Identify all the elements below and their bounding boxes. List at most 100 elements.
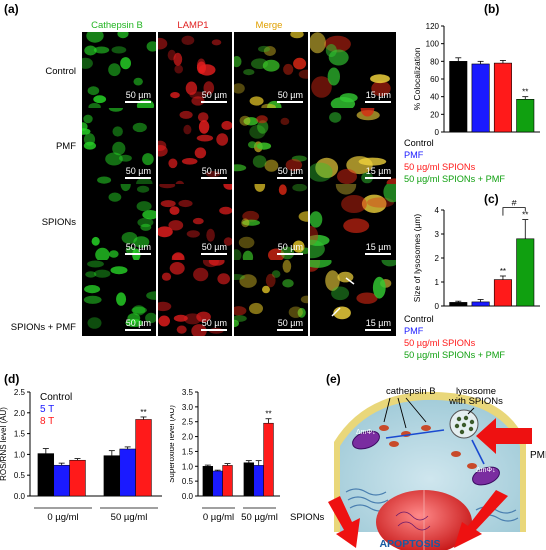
legend-c: Control PMF 50 µg/ml SPIONs 50 µg/ml SPI… [404, 314, 546, 366]
cell-spot [252, 155, 267, 168]
cell-spot [256, 115, 268, 124]
cell-spot [197, 112, 209, 122]
cell-spot [234, 306, 247, 316]
bar [53, 464, 70, 497]
cell-spot [242, 250, 254, 260]
scale-bar-label: 50 µm [277, 242, 303, 252]
cell-spot [168, 158, 178, 169]
cell-spot [176, 325, 187, 334]
cell-spot [243, 69, 255, 76]
scale-bar-label: 50 µm [201, 166, 227, 176]
panel-label-d: (d) [4, 372, 20, 386]
cell-spot [292, 184, 307, 192]
lysosome-label-1: lysosome [456, 386, 496, 397]
y-tick-label: 80 [430, 57, 439, 66]
cell-spot [262, 285, 270, 294]
y-tick-label: 120 [426, 22, 440, 31]
cell-spot [251, 58, 268, 69]
scale-bar-line [277, 253, 303, 255]
row-label-spions-pmf: SPIONs + PMF [10, 322, 76, 333]
cell-spot [133, 77, 143, 86]
scale-bar: 15 µm [365, 318, 391, 331]
cell-spot [87, 260, 104, 268]
cell-spot [88, 103, 101, 108]
y-tick-label: 1.5 [14, 430, 26, 439]
cell-spot [83, 114, 93, 124]
cell-spot [140, 223, 152, 231]
cell-spot [325, 270, 340, 291]
bar [263, 422, 274, 497]
y-tick-label: 40 [430, 93, 439, 102]
cell-spot [142, 153, 154, 166]
cell-spot [282, 260, 292, 273]
scale-bar-label: 50 µm [201, 318, 227, 328]
micrograph-control-zoom: 15 µm [310, 32, 396, 108]
cell-spot [105, 152, 123, 166]
cell-spot [341, 195, 367, 213]
scale-bar: 15 µm [365, 90, 391, 103]
cell-spot [248, 141, 257, 149]
scale-bar-line [277, 177, 303, 179]
cell-spot [169, 262, 185, 275]
cell-spot [271, 270, 281, 278]
y-tick-label: 1.0 [182, 462, 194, 471]
cell-spot [168, 220, 184, 231]
scale-bar: 15 µm [365, 242, 391, 255]
legend-b-pmf: PMF [404, 150, 424, 160]
cell-spot [211, 39, 222, 46]
cell-spot [158, 145, 168, 157]
scale-bar-line [365, 253, 391, 255]
cell-spot [159, 184, 176, 189]
scale-bar-line [365, 101, 391, 103]
cell-spot [108, 108, 123, 112]
legend-d-8t: 8 T [40, 416, 55, 427]
cell-spot [280, 117, 290, 125]
arrow-marker [331, 307, 341, 317]
cell-spot [381, 260, 396, 267]
cell-spot [198, 120, 210, 134]
y-tick-label: 3.5 [182, 388, 194, 397]
legend-b-control: Control [404, 138, 434, 148]
cell-spot [290, 32, 304, 39]
cell-spot [256, 142, 272, 150]
significance-mark: # [512, 200, 517, 208]
cell-spot [192, 217, 204, 225]
cell-spot [262, 59, 280, 72]
scale-bar: 50 µm [125, 90, 151, 103]
cell-spot [223, 237, 232, 246]
cell-spot [282, 279, 294, 288]
cell-spot [249, 96, 264, 106]
cell-spot [91, 236, 100, 246]
scale-bar-line [365, 329, 391, 331]
scale-bar-label: 50 µm [125, 90, 151, 100]
cathepsin-label: cathepsin B [386, 386, 436, 397]
cell-spot [83, 141, 96, 150]
cell-spot [142, 210, 156, 220]
cell-spot [315, 157, 339, 178]
cell-spot [242, 219, 260, 226]
scale-bar: 50 µm [277, 242, 303, 255]
bar [243, 462, 255, 497]
row-label-pmf: PMF [55, 141, 76, 152]
cell-spot [202, 260, 219, 268]
scale-bar: 50 µm [125, 166, 151, 179]
y-tick-label: 0.5 [14, 471, 26, 480]
scale-bar-line [125, 253, 151, 255]
cell-spot [371, 80, 391, 97]
scale-bar-line [201, 253, 227, 255]
cell-spot [110, 266, 128, 275]
y-tick-label: 4 [435, 206, 440, 215]
y-tick-label: 100 [426, 40, 440, 49]
scale-bar-label: 50 µm [277, 318, 303, 328]
cell-spot [117, 32, 129, 39]
scale-bar: 50 µm [201, 166, 227, 179]
cell-spot [293, 57, 307, 70]
significance-mark: ** [500, 267, 506, 276]
pmf-label: PMF [530, 450, 546, 461]
y-tick-label: 2 [435, 254, 440, 263]
scale-bar: 50 µm [201, 90, 227, 103]
cell-spot [87, 86, 100, 96]
cell-spot [239, 115, 251, 126]
cell-spot [116, 292, 127, 306]
legend-b: Control PMF 50 µg/ml SPIONs 50 µg/ml SPI… [404, 138, 546, 190]
